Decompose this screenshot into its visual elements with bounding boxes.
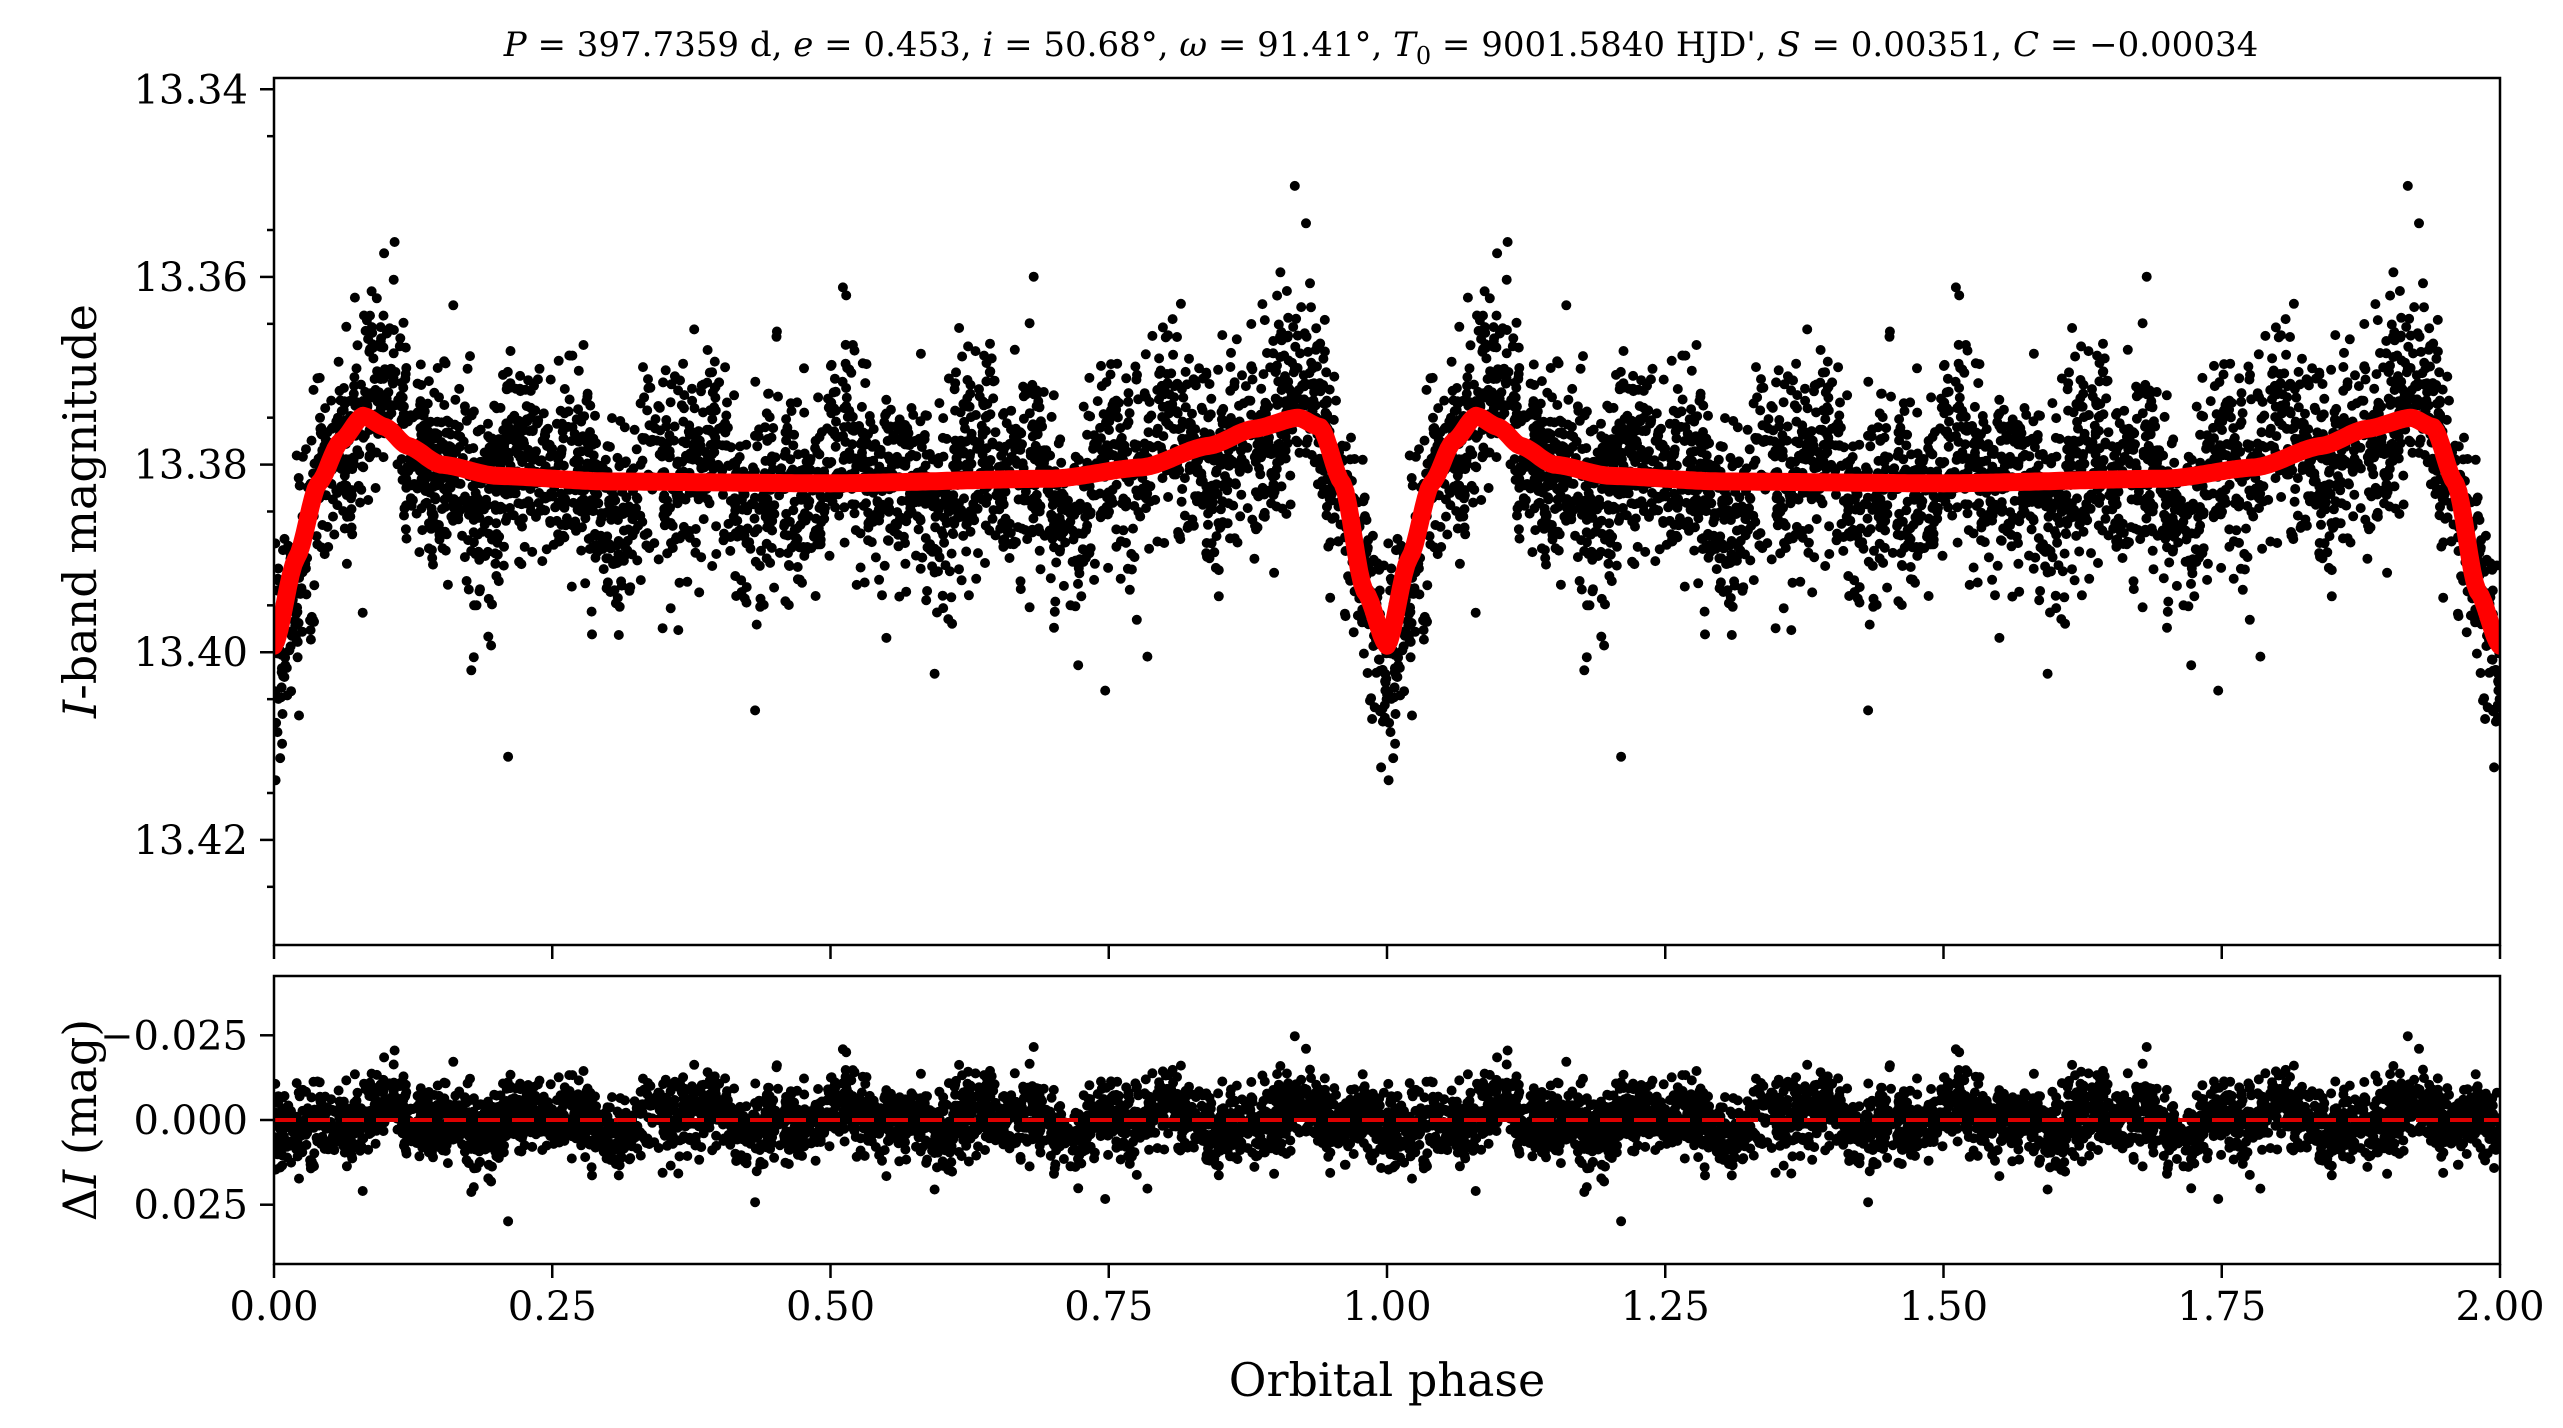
bottom-y-tick-label: −0.025 bbox=[100, 1013, 248, 1059]
top-y-tick-label: 13.40 bbox=[133, 630, 248, 676]
bottom-x-tick-label: 1.25 bbox=[1621, 1284, 1710, 1330]
top-y-ticks: 13.34 13.36 13.38 13.40 13.42 bbox=[133, 67, 274, 887]
bottom-y-ticks: −0.025 0.000 0.025 bbox=[100, 1013, 274, 1228]
top-y-tick-label: 13.34 bbox=[133, 67, 248, 113]
residuals-panel: −0.025 0.000 0.025 0.00 0.25 0.50 0.75 1.00 1.2… bbox=[53, 976, 2545, 1407]
bottom-x-tick-label: 0.50 bbox=[786, 1284, 875, 1330]
bottom-x-tick-label: 0.75 bbox=[1064, 1284, 1153, 1330]
bottom-y-axis-label: ΔI (mag) bbox=[53, 1019, 107, 1221]
top-y-tick-label: 13.42 bbox=[133, 818, 248, 864]
bottom-x-ticks: 0.00 0.25 0.50 0.75 1.00 1.25 1.50 1.75 2.00 bbox=[229, 1264, 2544, 1330]
top-y-tick-label: 13.36 bbox=[133, 255, 248, 301]
magnitude-panel: 13.34 13.36 13.38 13.40 13.42 I-band magnitu… bbox=[53, 67, 2505, 959]
residual-dots bbox=[269, 1031, 2505, 1226]
bottom-x-tick-label: 0.00 bbox=[229, 1284, 318, 1330]
bottom-y-tick-label: 0.000 bbox=[133, 1098, 248, 1144]
bottom-x-tick-label: 1.75 bbox=[2177, 1284, 2266, 1330]
residual-points bbox=[269, 1031, 2505, 1226]
bottom-x-tick-label: 0.25 bbox=[508, 1284, 597, 1330]
bottom-x-tick-label: 1.50 bbox=[1899, 1284, 1988, 1330]
bottom-x-tick-label: 2.00 bbox=[2455, 1284, 2544, 1330]
x-axis-label: Orbital phase bbox=[1229, 1353, 1545, 1407]
bottom-x-tick-label: 1.00 bbox=[1342, 1284, 1431, 1330]
top-y-axis-label: I-band magnitude bbox=[53, 304, 107, 719]
bottom-y-tick-label: 0.025 bbox=[133, 1183, 248, 1229]
top-y-tick-label: 13.38 bbox=[133, 443, 248, 489]
top-x-ticks bbox=[274, 945, 2500, 959]
chart-title: P = 397.7359 d, e = 0.453, i = 50.68°, ω… bbox=[503, 25, 2258, 70]
